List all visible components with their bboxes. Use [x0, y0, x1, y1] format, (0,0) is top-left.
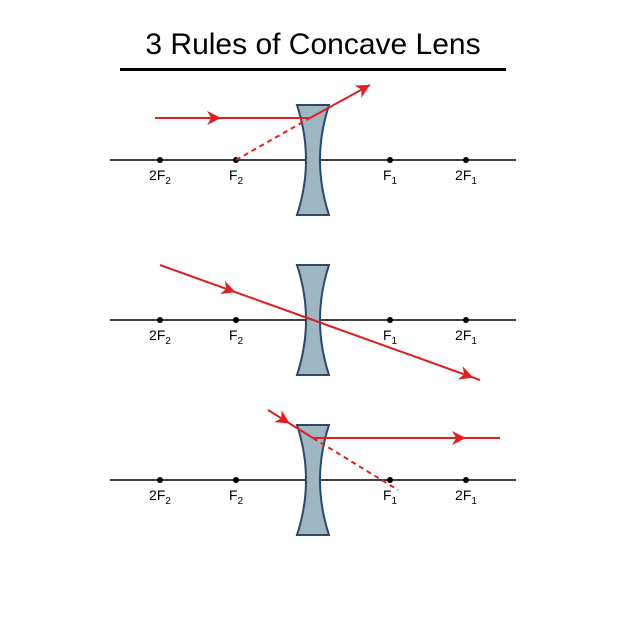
- virtual-ray: [236, 118, 310, 160]
- title-underline: [120, 68, 506, 71]
- axis-label-2F2: 2F2: [149, 167, 171, 187]
- diagram-svg: 2F2F20F12F12F2F20F12F12F2F20F12F1: [0, 0, 626, 626]
- light-ray: [160, 265, 313, 320]
- axis-point-2F2: [157, 157, 163, 163]
- axis-point-F1: [387, 317, 393, 323]
- virtual-ray: [313, 438, 398, 490]
- axis-label-F2: F2: [229, 167, 244, 187]
- light-ray: [310, 85, 370, 118]
- axis-point-2F2: [157, 317, 163, 323]
- axis-point-2F1: [463, 157, 469, 163]
- axis-label-F1: F1: [383, 167, 398, 187]
- axis-point-2F1: [463, 317, 469, 323]
- axis-label-F2: F2: [229, 487, 244, 507]
- rule-1-parallel-ray: 2F2F20F12F1: [110, 85, 516, 215]
- axis-label-F1: F1: [383, 487, 398, 507]
- axis-label-2F1: 2F1: [455, 487, 477, 507]
- axis-label-2F2: 2F2: [149, 487, 171, 507]
- axis-point-F1: [387, 477, 393, 483]
- diagram-container: 3 Rules of Concave Lens 2F2F20F12F12F2F2…: [0, 0, 626, 626]
- rule-3-toward-far-focus: 2F2F20F12F1: [110, 410, 516, 535]
- rule-2-through-center: 2F2F20F12F1: [110, 265, 516, 380]
- axis-point-2F2: [157, 477, 163, 483]
- axis-point-F1: [387, 157, 393, 163]
- axis-label-2F1: 2F1: [455, 167, 477, 187]
- axis-label-F1: F1: [383, 327, 398, 347]
- axis-label-F2: F2: [229, 327, 244, 347]
- axis-point-F2: [233, 477, 239, 483]
- axis-point-F2: [233, 317, 239, 323]
- axis-label-2F1: 2F1: [455, 327, 477, 347]
- axis-label-2F2: 2F2: [149, 327, 171, 347]
- diagram-title: 3 Rules of Concave Lens: [0, 28, 626, 62]
- axis-point-2F1: [463, 477, 469, 483]
